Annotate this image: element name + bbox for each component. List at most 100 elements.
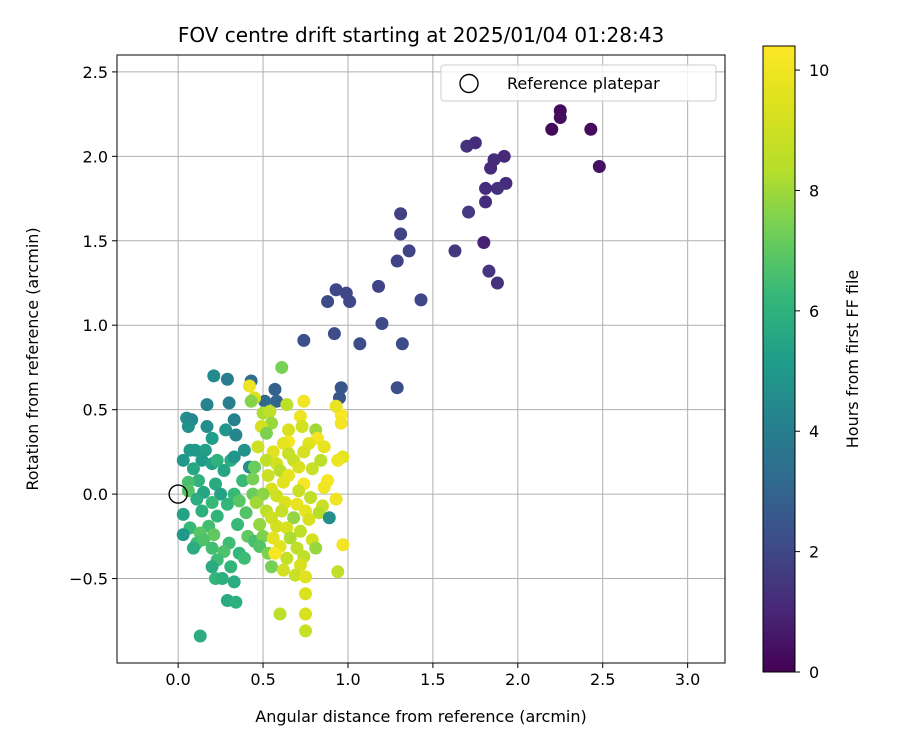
data-point	[261, 469, 275, 483]
data-point	[239, 506, 253, 520]
data-point	[188, 443, 202, 457]
x-axis-label: Angular distance from reference (arcmin)	[255, 707, 586, 726]
legend-marker	[459, 73, 479, 94]
data-point	[331, 453, 345, 467]
legend-box	[440, 64, 717, 102]
chart-title: FOV centre drift starting at 2025/01/04 …	[178, 23, 664, 47]
data-point	[394, 207, 408, 221]
colorbar-gradient	[762, 45, 796, 673]
data-point	[251, 440, 265, 454]
data-point	[292, 484, 306, 498]
data-point	[293, 409, 307, 423]
data-point	[353, 337, 367, 351]
data-point	[299, 607, 313, 621]
data-point	[293, 524, 307, 538]
data-point	[192, 474, 206, 488]
data-point	[209, 477, 223, 491]
data-point	[276, 436, 290, 450]
data-point	[268, 382, 282, 396]
data-point	[305, 462, 319, 476]
data-point	[176, 528, 190, 542]
data-point	[237, 443, 251, 457]
data-point	[205, 496, 219, 510]
data-point	[490, 276, 504, 290]
data-point	[249, 496, 263, 510]
data-point	[236, 474, 250, 488]
data-point	[253, 518, 267, 532]
colorbar-tick-label: 4	[809, 422, 819, 441]
data-point	[248, 460, 262, 474]
y-tick-label: 2.0	[83, 147, 108, 166]
data-point	[497, 149, 511, 163]
data-point	[592, 159, 606, 173]
data-point	[288, 568, 302, 582]
data-point	[195, 504, 209, 518]
data-point	[280, 398, 294, 412]
x-axis-ticks: 0.0 0.5 1.0 1.5 2.0 2.5 3.0	[165, 663, 700, 689]
data-point	[232, 494, 246, 508]
data-point	[479, 195, 493, 209]
data-point	[229, 428, 243, 442]
y-tick-label: 1.5	[83, 232, 108, 251]
data-point	[265, 416, 279, 430]
data-point	[292, 460, 306, 474]
data-point	[331, 565, 345, 579]
colorbar-tick-label: 10	[809, 61, 829, 80]
data-point	[402, 244, 416, 258]
data-point	[299, 570, 313, 584]
legend-label: Reference platepar	[507, 74, 660, 93]
x-tick-label: 2.5	[590, 670, 615, 689]
data-point	[490, 181, 504, 195]
colorbar-tick-label: 8	[809, 181, 819, 200]
data-point	[224, 560, 238, 574]
data-point	[176, 507, 190, 521]
data-point	[295, 420, 309, 434]
x-tick-label: 3.0	[675, 670, 700, 689]
colorbar-label: Hours from first FF file	[843, 270, 862, 449]
data-point	[293, 558, 307, 572]
data-point	[198, 443, 212, 457]
data-point	[214, 487, 228, 501]
y-axis-label: Rotation from reference (arcmin)	[23, 227, 42, 490]
data-point	[321, 295, 335, 309]
data-point	[200, 398, 214, 412]
data-point	[276, 563, 290, 577]
data-point	[553, 110, 567, 124]
y-axis-ticks: −0.5 0.0 0.5 1.0 1.5 2.0 2.5	[69, 63, 117, 589]
x-tick-label: 1.5	[420, 670, 445, 689]
data-point	[329, 399, 343, 413]
data-point	[302, 512, 316, 526]
data-point	[280, 521, 294, 535]
data-point	[479, 181, 493, 195]
data-point	[246, 472, 260, 486]
data-point	[314, 453, 328, 467]
data-point	[207, 369, 221, 383]
x-tick-label: 1.0	[335, 670, 360, 689]
data-point	[394, 227, 408, 241]
data-point	[299, 624, 313, 638]
data-point	[220, 497, 234, 511]
data-point	[329, 492, 343, 506]
data-point	[343, 295, 357, 309]
data-point	[317, 480, 331, 494]
data-point	[484, 161, 498, 175]
data-point	[231, 518, 245, 532]
data-point	[334, 381, 348, 395]
data-point	[242, 379, 256, 393]
data-point	[195, 453, 209, 467]
data-point	[448, 244, 462, 258]
colorbar-ticks: 0 2 4 6 8 10	[795, 61, 829, 682]
data-point	[545, 122, 559, 136]
x-tick-label: 0.5	[250, 670, 275, 689]
data-point	[270, 519, 284, 533]
data-point	[297, 445, 311, 459]
data-point	[200, 420, 214, 434]
data-point	[462, 205, 476, 219]
data-point	[186, 462, 200, 476]
data-point	[584, 122, 598, 136]
data-point	[297, 394, 311, 408]
data-point	[317, 440, 331, 454]
data-point	[205, 431, 219, 445]
data-point	[186, 541, 200, 555]
